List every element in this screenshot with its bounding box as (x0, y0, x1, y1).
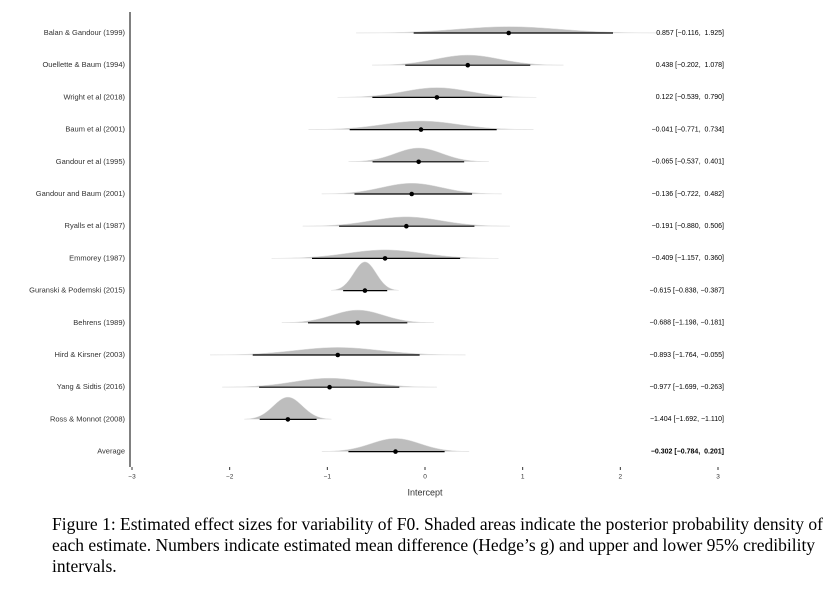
x-axis-label: Intercept (407, 487, 443, 497)
density (356, 26, 662, 34)
density (337, 87, 537, 98)
y-tick-label: Gandour et al (1995) (56, 157, 126, 166)
density (244, 396, 332, 420)
density (210, 347, 466, 356)
chart: Intercept −3 −2 −1 0 1 2 3 Balan & Gandour (199… (29, 12, 724, 497)
value-label: 0.438 [−0.202, 1.078] (656, 62, 724, 69)
point-estimate (362, 288, 368, 293)
value-label: −0.136 [−0.722, 0.482] (652, 191, 724, 198)
y-tick-label: Ross & Monnot (2008) (50, 414, 126, 423)
value-label: 0.857 [−0.116, 1.925] (656, 30, 724, 37)
y-tick-label: Behrens (1989) (73, 318, 125, 327)
point-estimate (335, 352, 341, 358)
value-label: 0.122 [−0.539, 0.790] (656, 94, 724, 101)
point-estimate (434, 95, 440, 100)
y-tick-label: Guranski & Podemski (2015) (29, 286, 125, 295)
value-label: −0.977 [−1.699, −0.263] (649, 384, 724, 391)
y-tick-label: Hird & Kirsner (2003) (55, 350, 126, 359)
y-tick-label: Gandour and Baum (2001) (36, 189, 126, 198)
x-tick-label: 2 (619, 474, 623, 481)
x-tick-label: −3 (128, 474, 136, 481)
density (281, 309, 434, 323)
y-tick-label: Ouellette & Baum (1994) (42, 60, 125, 69)
density (222, 377, 437, 388)
density (308, 120, 534, 130)
density (271, 249, 499, 259)
point-estimate (327, 384, 332, 390)
y-tick-label: Average (97, 447, 125, 456)
value-label: −0.041 [−0.771, 0.734] (652, 126, 724, 133)
point-estimate (404, 223, 409, 229)
point-estimate (355, 320, 361, 326)
point-estimate (382, 256, 388, 261)
y-tick-label: Yang & Sidtis (2016) (57, 382, 126, 391)
density (348, 147, 489, 162)
y-tick-label: Baum et al (2001) (65, 125, 125, 134)
x-tick-label: 3 (716, 474, 720, 481)
y-tick-label: Ryalls et al (1987) (65, 221, 126, 230)
value-label: −0.615 [−0.838, −0.387] (649, 287, 724, 294)
y-tick-label: Balan & Gandour (1999) (44, 28, 126, 37)
x-tick-label: −1 (324, 474, 332, 481)
point-estimate (393, 449, 398, 454)
x-tick-label: −2 (226, 474, 234, 481)
point-estimate (285, 417, 291, 422)
value-label: −0.191 [−0.880, 0.506] (652, 223, 724, 230)
x-tick-label: 1 (521, 474, 525, 481)
density (372, 54, 564, 66)
point-estimate (465, 62, 471, 68)
value-label: −1.404 [−1.692, −1.110] (650, 416, 724, 423)
point-estimate (409, 191, 415, 197)
value-label: −0.065 [−0.537, 0.401] (652, 159, 724, 166)
density (302, 216, 510, 227)
point-estimate (506, 30, 512, 36)
y-tick-label: Emmorey (1987) (69, 253, 125, 262)
point-estimate (416, 159, 421, 165)
point-estimate (418, 127, 424, 132)
density (331, 261, 399, 291)
x-tick-label: 0 (423, 474, 427, 481)
density (321, 183, 502, 195)
density (321, 438, 470, 452)
value-label: −0.302 [−0.784, 0.201] (651, 448, 724, 455)
y-tick-label: Wright et al (2018) (63, 92, 125, 101)
value-label: −0.893 [−1.764, −0.055] (649, 352, 724, 359)
value-label: −0.409 [−1.157, 0.360] (652, 255, 724, 262)
figure-caption: Figure 1: Estimated effect sizes for var… (52, 514, 823, 576)
value-label: −0.688 [−1.198, −0.181] (649, 320, 724, 327)
